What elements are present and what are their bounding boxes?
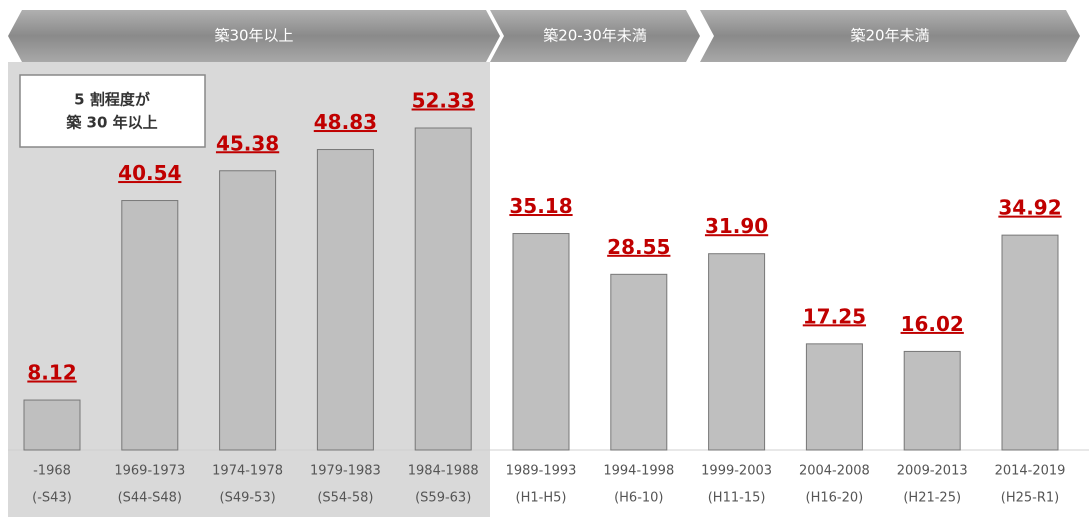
annotation-line: 築 30 年以上 bbox=[65, 114, 157, 132]
x-tick-label: 1974-1978 bbox=[212, 464, 283, 479]
value-label: 48.83 bbox=[314, 110, 377, 134]
bar bbox=[708, 253, 766, 451]
x-tick-label: 1979-1983 bbox=[310, 464, 381, 479]
segment-banner bbox=[700, 10, 1080, 62]
bar bbox=[512, 233, 570, 451]
x-tick-label: 1999-2003 bbox=[701, 464, 772, 479]
bar bbox=[121, 200, 179, 451]
segment-label: 築20年未満 bbox=[850, 27, 929, 45]
x-tick-sublabel: (S59-63) bbox=[415, 491, 471, 506]
x-tick-label: 1989-1993 bbox=[506, 464, 577, 479]
x-tick-sublabel: (-S43) bbox=[32, 491, 72, 506]
value-label: 34.92 bbox=[998, 196, 1061, 220]
bar bbox=[610, 273, 668, 451]
bar bbox=[316, 149, 374, 451]
x-tick-label: 2009-2013 bbox=[897, 464, 968, 479]
value-label: 52.33 bbox=[412, 89, 475, 113]
segment-banner bbox=[490, 10, 700, 62]
segment-label: 築20-30年未満 bbox=[543, 27, 647, 45]
x-tick-label: 1969-1973 bbox=[114, 464, 185, 479]
value-label: 8.12 bbox=[27, 361, 76, 385]
value-label: 16.02 bbox=[901, 312, 964, 336]
x-tick-sublabel: (H1-H5) bbox=[516, 491, 567, 506]
value-label: 35.18 bbox=[509, 194, 572, 218]
x-tick-label: 2014-2019 bbox=[995, 464, 1066, 479]
bar bbox=[23, 399, 81, 451]
x-tick-sublabel: (H6-10) bbox=[614, 491, 663, 506]
x-tick-sublabel: (H11-15) bbox=[708, 491, 766, 506]
annotation-line: 5 割程度が bbox=[74, 91, 151, 109]
annotation-box bbox=[19, 74, 206, 148]
x-tick-label: 1984-1988 bbox=[408, 464, 479, 479]
bar bbox=[414, 127, 472, 451]
x-tick-sublabel: (S54-58) bbox=[317, 491, 373, 506]
x-tick-label: 1994-1998 bbox=[603, 464, 674, 479]
x-tick-sublabel: (H21-25) bbox=[903, 491, 961, 506]
value-label: 40.54 bbox=[118, 161, 181, 185]
bar bbox=[1001, 234, 1059, 451]
value-label: 17.25 bbox=[803, 304, 866, 328]
value-label: 45.38 bbox=[216, 131, 279, 155]
x-tick-sublabel: (S44-S48) bbox=[118, 491, 182, 506]
x-tick-sublabel: (H25-R1) bbox=[1001, 491, 1059, 506]
bar bbox=[805, 343, 863, 451]
x-tick-label: 2004-2008 bbox=[799, 464, 870, 479]
bar bbox=[219, 170, 277, 451]
value-label: 31.90 bbox=[705, 214, 768, 238]
value-label: 28.55 bbox=[607, 235, 670, 259]
x-tick-sublabel: (H16-20) bbox=[806, 491, 864, 506]
x-tick-label: -1968 bbox=[33, 464, 71, 479]
x-tick-sublabel: (S49-53) bbox=[220, 491, 276, 506]
segment-banner bbox=[8, 10, 500, 62]
segment-label: 築30年以上 bbox=[214, 27, 293, 45]
bar bbox=[903, 350, 961, 451]
